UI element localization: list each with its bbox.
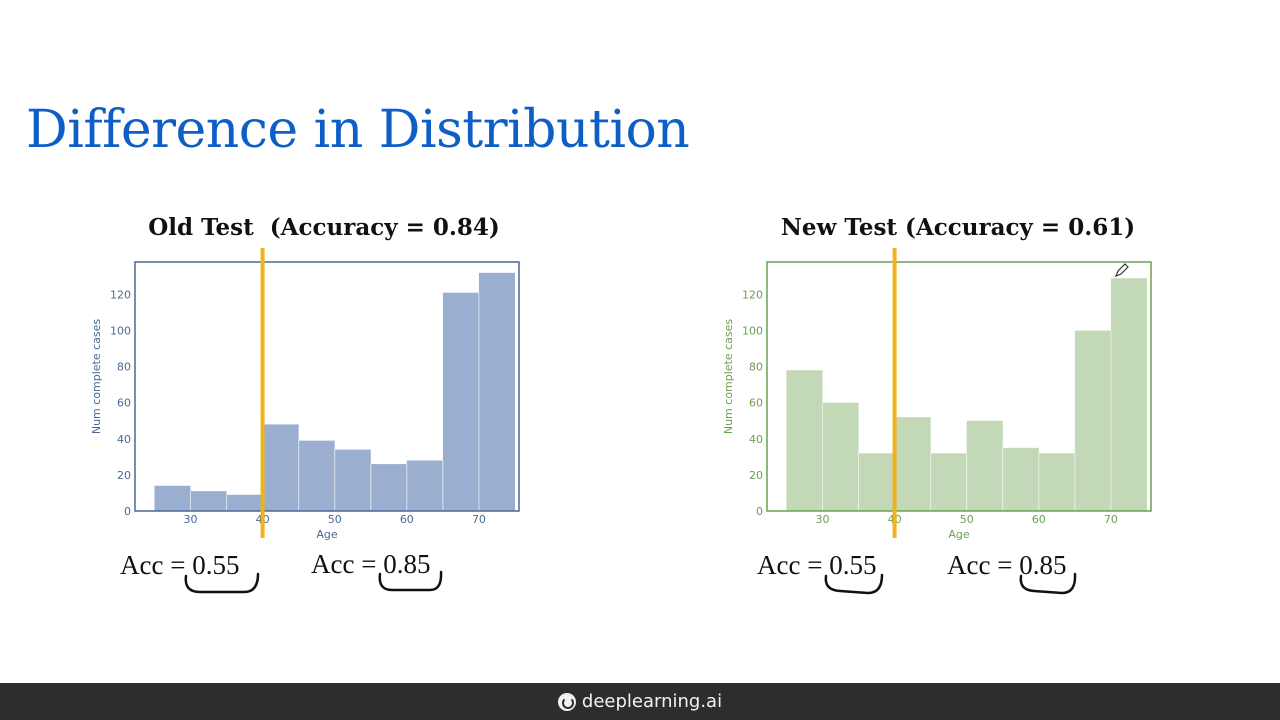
y-axis-label: Num complete cases	[90, 319, 103, 435]
histogram-bar	[406, 460, 443, 511]
x-tick-label: 60	[400, 513, 414, 526]
histogram-bar	[442, 292, 479, 511]
y-tick-label: 40	[117, 433, 131, 446]
histogram-bar	[154, 485, 191, 511]
page-title: Difference in Distribution	[26, 100, 690, 160]
histogram-bar	[226, 494, 263, 511]
pen-cursor-icon	[1114, 263, 1129, 278]
x-tick-label: 50	[328, 513, 342, 526]
brace-new-right	[1019, 572, 1077, 595]
handwritten-braces	[184, 570, 1077, 595]
deeplearning-logo-icon	[557, 692, 576, 711]
x-tick-label: 70	[472, 513, 486, 526]
x-tick-label: 30	[183, 513, 197, 526]
x-axis-label: Age	[316, 528, 338, 541]
old-test-title: Old Test (Accuracy = 0.84)	[148, 214, 500, 241]
plot-frame	[134, 261, 520, 512]
histogram-bar	[478, 272, 515, 511]
y-tick-label: 80	[117, 361, 131, 374]
y-tick-label: 0	[124, 505, 131, 518]
new-left-accuracy: Acc = 0.55	[757, 550, 877, 580]
brace-old-left	[184, 572, 260, 594]
y-tick-label: 60	[117, 397, 131, 410]
histogram-bar	[334, 449, 371, 511]
y-tick-label: 20	[117, 469, 131, 482]
histogram-bar	[370, 464, 407, 511]
new-right-accuracy: Acc = 0.85	[947, 550, 1067, 580]
brace-new-left	[824, 573, 884, 595]
old-right-accuracy: Acc = 0.85	[311, 549, 431, 579]
y-tick-label: 120	[110, 288, 131, 301]
footer-bar: deeplearning.ai	[0, 683, 1280, 720]
histogram-bar	[262, 424, 299, 511]
new-test-title: New Test (Accuracy = 0.61)	[780, 214, 1136, 241]
y-tick-label: 100	[110, 325, 131, 338]
brace-old-right	[378, 570, 443, 592]
footer-brand: deeplearning.ai	[581, 691, 723, 712]
histogram-bar	[298, 440, 335, 511]
histogram-bar	[190, 491, 227, 511]
old-left-accuracy: Acc = 0.55	[120, 550, 240, 580]
